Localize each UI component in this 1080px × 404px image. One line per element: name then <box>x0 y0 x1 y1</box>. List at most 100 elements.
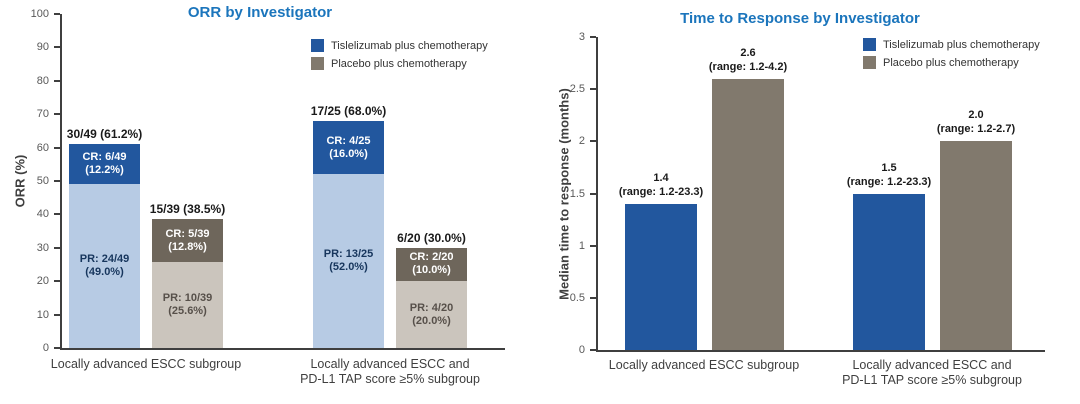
y-tick-label: 10 <box>36 308 49 321</box>
legend: Tislelizumab plus chemotherapy Placebo pl… <box>863 38 1040 69</box>
y-tick-mark <box>590 349 596 351</box>
legend-item: Tislelizumab plus chemotherapy <box>863 38 1040 51</box>
category-label-line: Locally advanced ESCC and <box>852 358 1012 372</box>
bar-range-line: (range: 1.2-2.7) <box>936 123 1016 136</box>
y-tick-label: 90 <box>36 41 49 54</box>
y-tick-mark <box>54 280 60 283</box>
y-tick-label: 1 <box>578 239 585 252</box>
y-axis-line <box>60 14 62 350</box>
bar-segment-pr: PR: 13/25 (52.0%) <box>313 174 384 348</box>
category-label: Locally advanced ESCC and PD-L1 TAP score… <box>300 357 480 387</box>
legend: Tislelizumab plus chemotherapy Placebo pl… <box>311 39 488 70</box>
segment-label-line: PR: 13/25 <box>323 248 374 261</box>
y-tick-label: 100 <box>30 8 49 20</box>
y-tick-mark <box>54 246 60 249</box>
y-tick-mark <box>590 88 596 91</box>
legend-label: Tislelizumab plus chemotherapy <box>883 38 1040 51</box>
y-tick-label: 80 <box>36 74 49 87</box>
bar <box>940 141 1012 350</box>
y-tick-mark <box>590 244 596 247</box>
y-tick-mark <box>590 36 596 38</box>
segment-label-line: CR: 2/20 <box>409 251 454 264</box>
y-tick-label: 0 <box>578 344 585 356</box>
y-tick-mark <box>590 192 596 195</box>
y-tick-mark <box>54 146 60 149</box>
y-tick-label: 60 <box>36 141 49 154</box>
bar-segment-cr: CR: 4/25 (16.0%) <box>313 120 384 175</box>
y-tick-label: 0.5 <box>569 291 585 304</box>
bar <box>625 203 697 350</box>
time-to-response-chart-title: Time to Response by Investigator <box>680 10 920 27</box>
segment-label-line: (20.0%) <box>412 314 451 327</box>
legend-swatch <box>863 56 876 69</box>
y-tick-label: 20 <box>36 275 49 288</box>
legend-item: Placebo plus chemotherapy <box>311 57 488 70</box>
y-tick-label: 50 <box>36 175 49 187</box>
y-tick-label: 0 <box>42 342 49 354</box>
bar-segment-pr: PR: 24/49 (49.0%) <box>69 184 140 348</box>
bar-value-line: 1.4 <box>653 171 669 184</box>
bar-range-line: (range: 1.2-23.3) <box>618 185 704 198</box>
bar-total-label: 15/39 (38.5%) <box>149 202 226 217</box>
segment-label-line: (12.8%) <box>168 240 207 253</box>
segment-label-line: PR: 10/39 <box>162 292 213 305</box>
y-tick-mark <box>590 140 596 143</box>
legend-label: Tislelizumab plus chemotherapy <box>331 39 488 52</box>
y-tick-label: 3 <box>578 31 585 43</box>
time-to-response-chart-panel: Time to Response by Investigator Median … <box>540 0 1080 404</box>
y-tick-mark <box>590 296 596 299</box>
bar <box>712 78 784 350</box>
segment-label-line: CR: 4/25 <box>326 134 371 147</box>
y-tick-mark <box>54 13 60 15</box>
y-tick-label: 40 <box>36 208 49 221</box>
y-tick-label: 30 <box>36 241 49 254</box>
bar-range-line: (range: 1.2-4.2) <box>708 60 788 73</box>
y-tick-mark <box>54 180 60 182</box>
bar-total-label: 6/20 (30.0%) <box>397 230 466 245</box>
y-tick-mark <box>54 313 60 316</box>
bar <box>853 193 925 350</box>
category-label: Locally advanced ESCC subgroup <box>609 358 799 373</box>
segment-label-line: (25.6%) <box>168 305 207 318</box>
bar-value-label: 2.6 (range: 1.2-4.2) <box>709 46 787 74</box>
orr-chart-title: ORR by Investigator <box>187 4 333 21</box>
y-tick-mark <box>54 113 60 116</box>
category-label-line: PD-L1 TAP score ≥5% subgroup <box>842 373 1022 387</box>
legend-item: Tislelizumab plus chemotherapy <box>311 39 488 52</box>
y-tick-mark <box>54 46 60 49</box>
bar-value-line: 2.0 <box>968 109 984 122</box>
legend-label: Placebo plus chemotherapy <box>331 57 467 70</box>
category-label-line: Locally advanced ESCC subgroup <box>608 358 800 372</box>
segment-label-line: PR: 24/49 <box>79 253 130 266</box>
x-axis-line <box>60 348 505 350</box>
bar-value-label: 1.5 (range: 1.2-23.3) <box>847 161 931 189</box>
segment-label-line: (10.0%) <box>412 264 451 277</box>
bar-segment-pr: PR: 4/20 (20.0%) <box>396 281 467 348</box>
legend-swatch <box>311 57 324 70</box>
legend-label: Placebo plus chemotherapy <box>883 56 1019 69</box>
bar-range-line: (range: 1.2-23.3) <box>846 175 932 188</box>
category-label-line: Locally advanced ESCC and <box>310 357 470 371</box>
bar-value-line: 1.5 <box>881 161 897 174</box>
orr-chart-panel: ORR by Investigator ORR (%) 0 10 20 30 40 50 6… <box>13 4 505 387</box>
bar-segment-pr: PR: 10/39 (25.6%) <box>152 262 223 348</box>
y-tick-mark <box>54 347 60 349</box>
legend-swatch <box>863 38 876 51</box>
bar-segment-cr: CR: 5/39 (12.8%) <box>152 219 223 263</box>
category-label: Locally advanced ESCC and PD-L1 TAP score… <box>842 358 1022 388</box>
segment-label-line: (49.0%) <box>85 266 124 279</box>
bar-value-line: 2.6 <box>740 46 756 59</box>
bar-segment-cr: CR: 6/49 (12.2%) <box>69 143 140 185</box>
y-tick-mark <box>54 213 60 216</box>
x-axis-line <box>596 350 1045 352</box>
segment-label-line: (12.2%) <box>85 163 124 176</box>
y-tick-mark <box>54 79 60 82</box>
category-label-line: PD-L1 TAP score ≥5% subgroup <box>300 372 480 386</box>
y-tick-label: 2 <box>578 135 585 148</box>
segment-label-line: (16.0%) <box>329 147 368 160</box>
category-label: Locally advanced ESCC subgroup <box>51 357 241 372</box>
segment-label-line: CR: 5/39 <box>165 227 210 240</box>
bar-total-label: 30/49 (61.2%) <box>66 126 143 141</box>
legend-swatch <box>311 39 324 52</box>
segment-label-line: CR: 6/49 <box>82 150 127 163</box>
